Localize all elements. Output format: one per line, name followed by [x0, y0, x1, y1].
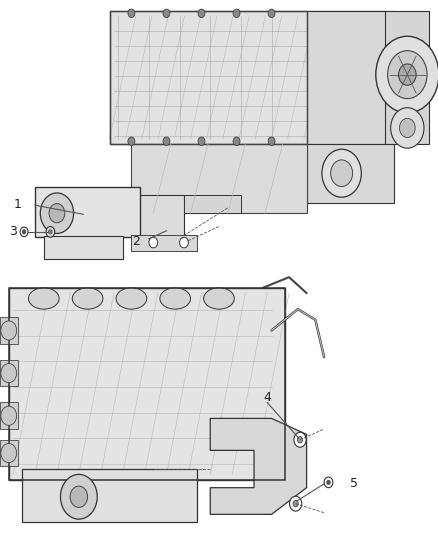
Circle shape: [233, 137, 240, 146]
Polygon shape: [307, 144, 394, 203]
Circle shape: [128, 9, 135, 18]
Circle shape: [376, 36, 438, 113]
Ellipse shape: [204, 288, 234, 309]
Polygon shape: [22, 469, 197, 522]
Circle shape: [1, 443, 17, 463]
Circle shape: [324, 477, 333, 488]
Polygon shape: [385, 11, 429, 144]
Polygon shape: [131, 144, 307, 213]
Text: 4: 4: [263, 391, 271, 403]
Circle shape: [60, 474, 97, 519]
Text: 3: 3: [9, 225, 17, 238]
Circle shape: [163, 137, 170, 146]
Polygon shape: [0, 317, 18, 344]
Circle shape: [20, 227, 28, 237]
Circle shape: [322, 149, 361, 197]
Circle shape: [46, 227, 55, 237]
Circle shape: [128, 137, 135, 146]
Polygon shape: [9, 288, 285, 480]
Polygon shape: [0, 440, 18, 466]
Ellipse shape: [72, 288, 103, 309]
Circle shape: [233, 9, 240, 18]
Circle shape: [49, 230, 52, 234]
Circle shape: [399, 64, 416, 85]
Circle shape: [293, 500, 298, 507]
Polygon shape: [0, 360, 18, 386]
Polygon shape: [210, 418, 307, 514]
Circle shape: [294, 432, 306, 447]
Circle shape: [70, 486, 88, 507]
Circle shape: [391, 108, 424, 148]
Polygon shape: [110, 11, 385, 144]
Circle shape: [1, 406, 17, 425]
Polygon shape: [131, 235, 197, 251]
Polygon shape: [44, 236, 123, 259]
Circle shape: [1, 321, 17, 340]
Circle shape: [163, 9, 170, 18]
Circle shape: [268, 9, 275, 18]
Ellipse shape: [28, 288, 59, 309]
Polygon shape: [123, 195, 184, 237]
Circle shape: [22, 230, 26, 234]
Circle shape: [331, 160, 353, 187]
Ellipse shape: [160, 288, 191, 309]
Circle shape: [399, 118, 415, 138]
Circle shape: [297, 437, 303, 443]
Circle shape: [198, 137, 205, 146]
Polygon shape: [0, 402, 18, 429]
Circle shape: [198, 9, 205, 18]
Circle shape: [40, 193, 74, 233]
Ellipse shape: [116, 288, 147, 309]
Polygon shape: [184, 195, 241, 213]
Text: 2: 2: [132, 235, 140, 248]
Circle shape: [180, 237, 188, 248]
Circle shape: [149, 237, 158, 248]
Polygon shape: [307, 11, 394, 144]
Circle shape: [268, 137, 275, 146]
Polygon shape: [35, 187, 140, 237]
Circle shape: [1, 364, 17, 383]
Text: 5: 5: [350, 477, 358, 490]
Circle shape: [49, 204, 65, 223]
Circle shape: [290, 496, 302, 511]
Text: 1: 1: [14, 198, 21, 211]
Circle shape: [388, 51, 427, 99]
Circle shape: [327, 480, 330, 484]
